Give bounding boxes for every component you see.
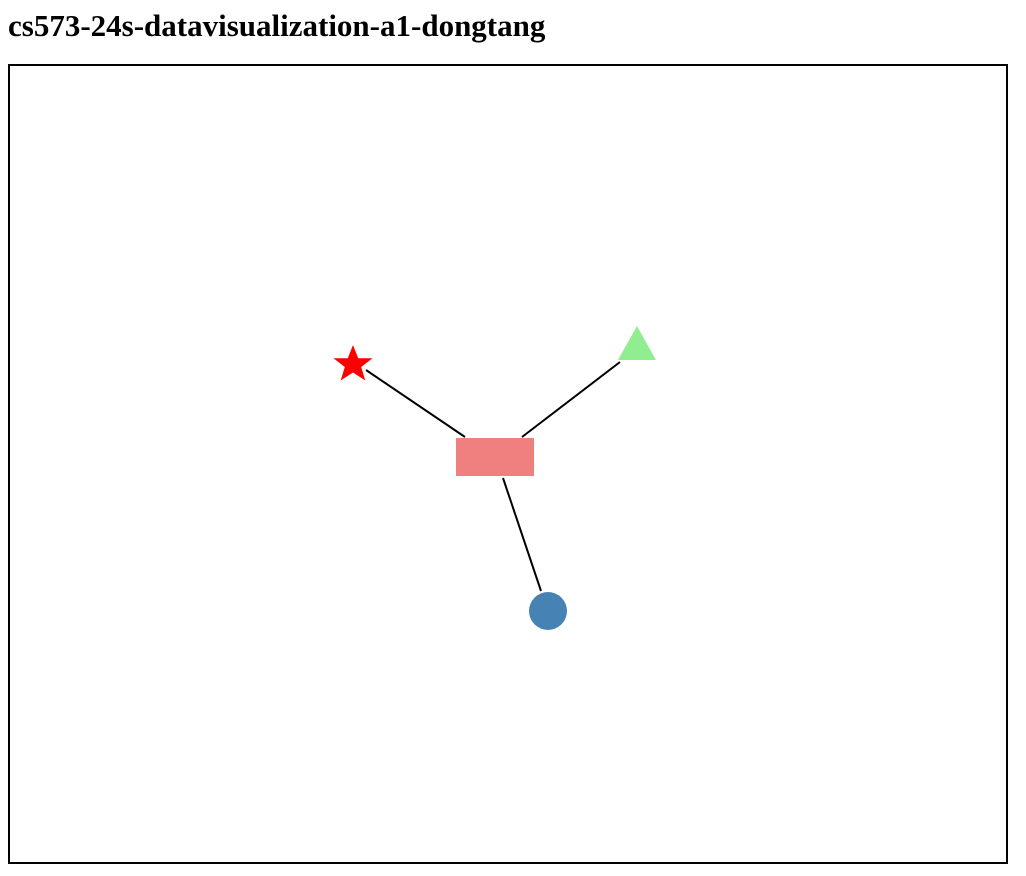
diagram-svg (333, 326, 656, 630)
link-hub-triangle (521, 361, 621, 438)
page-title: cs573-24s-datavisualization-a1-dongtang (8, 8, 546, 43)
blue-circle (529, 592, 567, 630)
red-star (333, 345, 373, 381)
hub-rectangle (456, 438, 534, 476)
link-layer (365, 361, 621, 592)
link-hub-star (365, 369, 466, 438)
link-hub-circle (502, 477, 542, 592)
diagram-canvas (8, 64, 1008, 864)
green-triangle (618, 326, 656, 360)
node-layer (333, 326, 656, 630)
